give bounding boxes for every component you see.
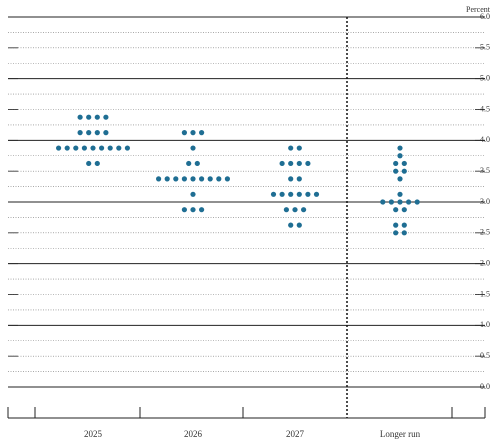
dot [186, 160, 192, 167]
dot [401, 207, 407, 213]
dot [56, 145, 62, 151]
dot [393, 168, 399, 174]
dot [86, 114, 92, 120]
dot [288, 222, 294, 228]
dot [301, 207, 307, 213]
y-tick-label: 2.5 [480, 228, 490, 237]
dot [393, 207, 399, 213]
dot [388, 199, 394, 205]
dot [406, 199, 412, 205]
dot [77, 130, 83, 136]
dot [279, 191, 285, 197]
y-tick-label: 1.5 [480, 289, 490, 298]
dot [292, 207, 298, 213]
dot [393, 230, 399, 236]
dot [116, 145, 122, 151]
dot [270, 191, 277, 197]
dot [296, 145, 302, 151]
x-tick-label: 2026 [184, 429, 203, 439]
dot [73, 145, 79, 151]
dot [77, 114, 83, 120]
dot [103, 114, 109, 120]
dot [90, 145, 96, 151]
y-tick-label: 2.0 [480, 258, 490, 267]
dot [181, 176, 187, 182]
dot [397, 191, 403, 197]
dot [216, 176, 222, 182]
y-tick-label: 3.5 [480, 166, 490, 175]
y-tick-label: 4.5 [480, 104, 490, 113]
dot [296, 191, 302, 197]
dot [94, 114, 100, 120]
dot [107, 145, 113, 151]
dot [401, 160, 407, 167]
dot [94, 160, 100, 167]
x-tick-label: 2025 [84, 429, 103, 439]
dot [181, 130, 187, 136]
dot [156, 176, 162, 182]
dot [81, 145, 87, 151]
dot [288, 160, 294, 167]
dot [313, 191, 320, 197]
dot [224, 176, 230, 182]
y-tick-label: 6.0 [480, 12, 490, 21]
dot [190, 130, 196, 136]
dot [288, 145, 294, 151]
y-tick-label: 5.0 [480, 73, 490, 82]
dot [190, 145, 196, 151]
dot [124, 145, 130, 151]
y-axis-label: Percent [466, 5, 491, 14]
dot [397, 176, 403, 182]
dot [181, 207, 187, 213]
dot [305, 160, 311, 167]
dot [190, 176, 196, 182]
dot [283, 207, 289, 213]
dot [397, 153, 403, 159]
dot [199, 130, 205, 136]
dot [190, 207, 196, 213]
dot [401, 168, 407, 174]
dot [393, 160, 399, 167]
y-tick-label: 3.0 [480, 197, 490, 206]
dot [99, 145, 105, 151]
dot [401, 230, 407, 236]
dot [393, 222, 399, 228]
dot [296, 160, 302, 167]
y-tick-label: 5.5 [480, 43, 490, 52]
y-tick-label: 0.0 [480, 382, 490, 391]
dot [401, 222, 407, 228]
y-tick-label: 1.0 [480, 320, 490, 329]
x-tick-label: Longer run [380, 429, 421, 439]
dot [194, 160, 200, 167]
dot [397, 145, 403, 151]
dot [94, 130, 100, 136]
y-tick-label: 0.5 [480, 351, 490, 360]
dot [279, 160, 285, 167]
dot [296, 222, 302, 228]
dot [414, 199, 420, 205]
dot [207, 176, 213, 182]
dot [190, 191, 196, 197]
dot [199, 176, 205, 182]
dot [103, 130, 109, 136]
x-tick-label: 2027 [286, 429, 305, 439]
dot [288, 191, 294, 197]
dot [380, 199, 386, 205]
dot [86, 130, 92, 136]
dot [173, 176, 179, 182]
dot [199, 207, 205, 213]
dot [397, 199, 403, 205]
dot [86, 160, 92, 167]
y-tick-label: 4.0 [480, 135, 490, 144]
dot [64, 145, 70, 151]
dot [164, 176, 170, 182]
dot [305, 191, 311, 197]
dot [296, 176, 302, 182]
dot [288, 176, 294, 182]
